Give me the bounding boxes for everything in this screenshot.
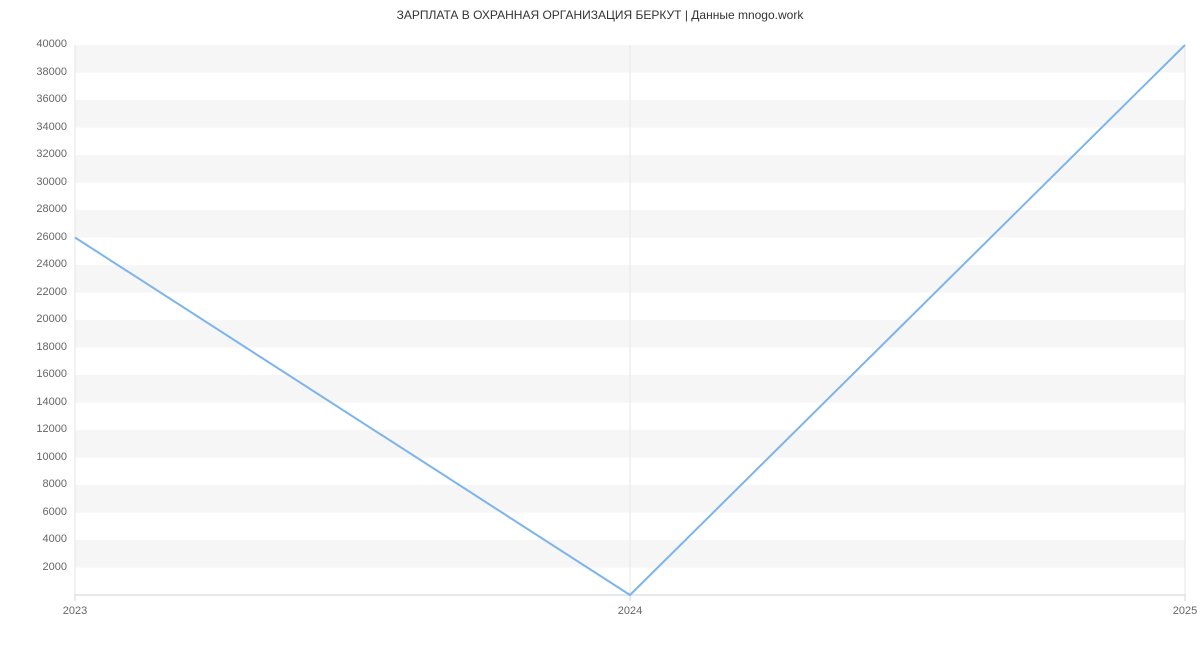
y-tick-label: 8000 xyxy=(7,478,67,490)
y-tick-label: 2000 xyxy=(7,561,67,573)
y-tick-label: 34000 xyxy=(7,121,67,133)
y-tick-label: 26000 xyxy=(7,231,67,243)
y-tick-label: 10000 xyxy=(7,451,67,463)
salary-line-chart: ЗАРПЛАТА В ОХРАННАЯ ОРГАНИЗАЦИЯ БЕРКУТ |… xyxy=(0,0,1200,650)
x-tick-label: 2024 xyxy=(618,605,642,617)
y-tick-label: 12000 xyxy=(7,423,67,435)
y-tick-label: 40000 xyxy=(7,38,67,50)
y-tick-label: 36000 xyxy=(7,93,67,105)
y-tick-label: 28000 xyxy=(7,203,67,215)
y-tick-label: 16000 xyxy=(7,368,67,380)
plot-svg xyxy=(0,0,1200,650)
y-tick-label: 18000 xyxy=(7,341,67,353)
x-tick-label: 2025 xyxy=(1173,605,1197,617)
y-tick-label: 38000 xyxy=(7,66,67,78)
y-tick-label: 32000 xyxy=(7,148,67,160)
y-tick-label: 6000 xyxy=(7,506,67,518)
y-tick-label: 20000 xyxy=(7,313,67,325)
y-tick-label: 30000 xyxy=(7,176,67,188)
y-tick-label: 4000 xyxy=(7,533,67,545)
x-tick-label: 2023 xyxy=(63,605,87,617)
y-tick-label: 22000 xyxy=(7,286,67,298)
y-tick-label: 14000 xyxy=(7,396,67,408)
y-tick-label: 24000 xyxy=(7,258,67,270)
